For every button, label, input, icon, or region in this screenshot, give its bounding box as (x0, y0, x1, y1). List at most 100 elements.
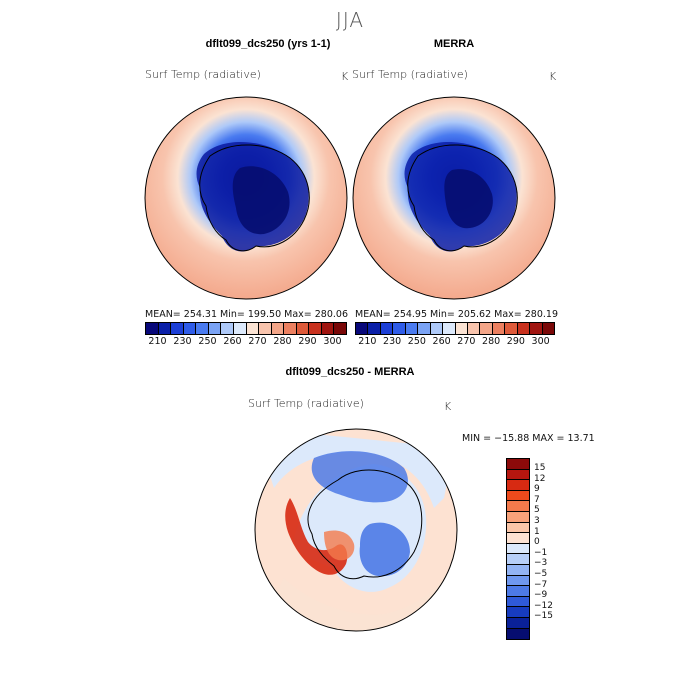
panel-1-colorbar-swatch (309, 323, 322, 334)
panel-1-colorbar-swatch (171, 323, 184, 334)
panel-2-map (352, 96, 556, 300)
diff-colorbar-tick-label: 0 (534, 537, 540, 548)
diff-colorbar-ticks: 15 12 9 7 5 3 1 0 −1 −3 −5 −7 −9 −12 −15 (534, 463, 574, 622)
panel-1-colorbar-swatch (183, 323, 197, 334)
panel-2-title: MERRA (433, 38, 475, 50)
panel-2-colorbar-tick-label: 280 (482, 336, 501, 347)
diff-panel-variable-label: Surf Temp (radiative) (248, 397, 364, 410)
panel-2-colorbar-swatch (455, 323, 468, 334)
diff-colorbar-tick-label: 9 (534, 484, 540, 495)
panel-1-colorbar-swatch (321, 323, 335, 334)
panel-1-stats: MEAN= 254.31 Min= 199.50 Max= 280.06 (145, 309, 349, 320)
panel-1-colorbar-swatch (233, 323, 247, 334)
diff-colorbar-swatch (507, 522, 529, 534)
panel-1-colorbar-tick-label: 260 (223, 336, 242, 347)
panel-2-colorbar-swatch (517, 323, 531, 334)
panel-1-colorbar-tick-label: 230 (173, 336, 192, 347)
panel-1-colorbar-swatch (246, 323, 260, 334)
panel-2-colorbar-tick-label: 230 (383, 336, 402, 347)
diff-colorbar-swatch (507, 575, 529, 587)
diff-colorbar-tick-label: 12 (534, 473, 546, 484)
diff-colorbar-swatch (507, 543, 529, 555)
panel-1-units: K (341, 70, 349, 83)
panel-1-colorbar-swatch (158, 323, 172, 334)
panel-2-units: K (549, 70, 557, 83)
panel-2-colorbar-swatch (480, 323, 493, 334)
panel-1-colorbar-swatch (221, 323, 234, 334)
panel-1-colorbar-tick-label: 290 (298, 336, 317, 347)
diff-colorbar-swatch (507, 511, 529, 523)
panel-1-colorbar (145, 322, 347, 335)
panel-2-colorbar-swatch (542, 323, 554, 334)
panel-2-colorbar-tick-label: 260 (432, 336, 451, 347)
panel-2-colorbar-swatch (368, 323, 381, 334)
diff-colorbar-tick-label: 5 (534, 505, 540, 516)
diff-colorbar-tick-label: −1 (534, 547, 548, 558)
panel-1-title: dflt099_dcs250 (yrs 1-1) (205, 38, 331, 50)
panel-2-colorbar-swatch (467, 323, 481, 334)
diff-panel-map (254, 428, 458, 632)
diff-colorbar-swatch (507, 628, 529, 640)
season-title: JJA (335, 8, 365, 32)
diff-colorbar-swatch (507, 586, 529, 597)
panel-1-colorbar-swatch (146, 323, 159, 334)
panel-1-colorbar-swatch (271, 323, 285, 334)
diff-colorbar-tick-label: −15 (534, 611, 553, 622)
panel-1-colorbar-tick-label: 300 (323, 336, 342, 347)
panel-1-colorbar-tick-label: 250 (198, 336, 217, 347)
diff-colorbar-swatch (507, 617, 529, 629)
panel-1-colorbar-tick-label: 280 (273, 336, 292, 347)
panel-2-stats: MEAN= 254.95 Min= 205.62 Max= 280.19 (355, 309, 559, 320)
panel-1-colorbar-swatch (208, 323, 222, 334)
panel-2-colorbar-swatch (530, 323, 543, 334)
panel-2-colorbar-swatch (380, 323, 394, 334)
diff-colorbar-swatch (507, 490, 529, 502)
diff-colorbar-swatch (507, 554, 529, 565)
panel-2-colorbar-swatch (492, 323, 506, 334)
panel-2-colorbar-tick-label: 210 (358, 336, 377, 347)
diff-colorbar-swatch (507, 596, 529, 608)
panel-1-colorbar-swatch (334, 323, 346, 334)
panel-2-colorbar-swatch (418, 323, 431, 334)
panel-2-variable-label: Surf Temp (radiative) (352, 68, 468, 81)
panel-1-colorbar-swatch (259, 323, 272, 334)
diff-colorbar-swatch (507, 480, 529, 491)
diff-colorbar-tick-label: 3 (534, 515, 540, 526)
diff-panel-title: dflt099_dcs250 - MERRA (285, 366, 415, 378)
diff-colorbar-swatch (507, 533, 529, 544)
panel-2-colorbar-tick-label: 270 (457, 336, 476, 347)
diff-colorbar-swatch (507, 469, 529, 481)
panel-2-colorbar-swatch (505, 323, 518, 334)
panel-1-variable-label: Surf Temp (radiative) (145, 68, 261, 81)
panel-2-colorbar-ticks: 210 230 250 260 270 280 290 300 (355, 336, 553, 347)
panel-2-colorbar-tick-label: 290 (506, 336, 525, 347)
panel-2-colorbar-swatch (430, 323, 444, 334)
panel-1-colorbar-tick-label: 210 (148, 336, 167, 347)
diff-colorbar-swatch (507, 564, 529, 576)
diff-colorbar (506, 458, 530, 641)
diff-colorbar-tick-label: −5 (534, 568, 548, 579)
panel-2-colorbar-swatch (405, 323, 419, 334)
diff-colorbar-tick-label: −12 (534, 600, 553, 611)
diff-colorbar-tick-label: −3 (534, 558, 548, 569)
panel-2-colorbar (355, 322, 555, 335)
panel-1-map (144, 96, 348, 300)
diff-panel-minmax: MIN = −15.88 MAX = 13.71 (462, 433, 595, 444)
panel-1-colorbar-swatch (284, 323, 297, 334)
diff-colorbar-tick-label: −9 (534, 590, 548, 601)
diff-panel-units: K (444, 400, 452, 413)
panel-2-colorbar-swatch (356, 323, 369, 334)
diff-colorbar-tick-label: 1 (534, 526, 540, 537)
panel-1-colorbar-tick-label: 270 (248, 336, 267, 347)
diff-colorbar-tick-label: 7 (534, 494, 540, 505)
diff-colorbar-tick-label: −7 (534, 579, 548, 590)
diff-colorbar-swatch (507, 607, 529, 618)
panel-2-colorbar-swatch (393, 323, 406, 334)
panel-2-colorbar-tick-label: 250 (407, 336, 426, 347)
diff-colorbar-swatch (507, 459, 529, 470)
panel-2-colorbar-tick-label: 300 (531, 336, 550, 347)
panel-1-colorbar-ticks: 210 230 250 260 270 280 290 300 (145, 336, 345, 347)
diff-colorbar-tick-label: 15 (534, 463, 546, 473)
panel-2-colorbar-swatch (443, 323, 456, 334)
panel-1-colorbar-swatch (196, 323, 209, 334)
